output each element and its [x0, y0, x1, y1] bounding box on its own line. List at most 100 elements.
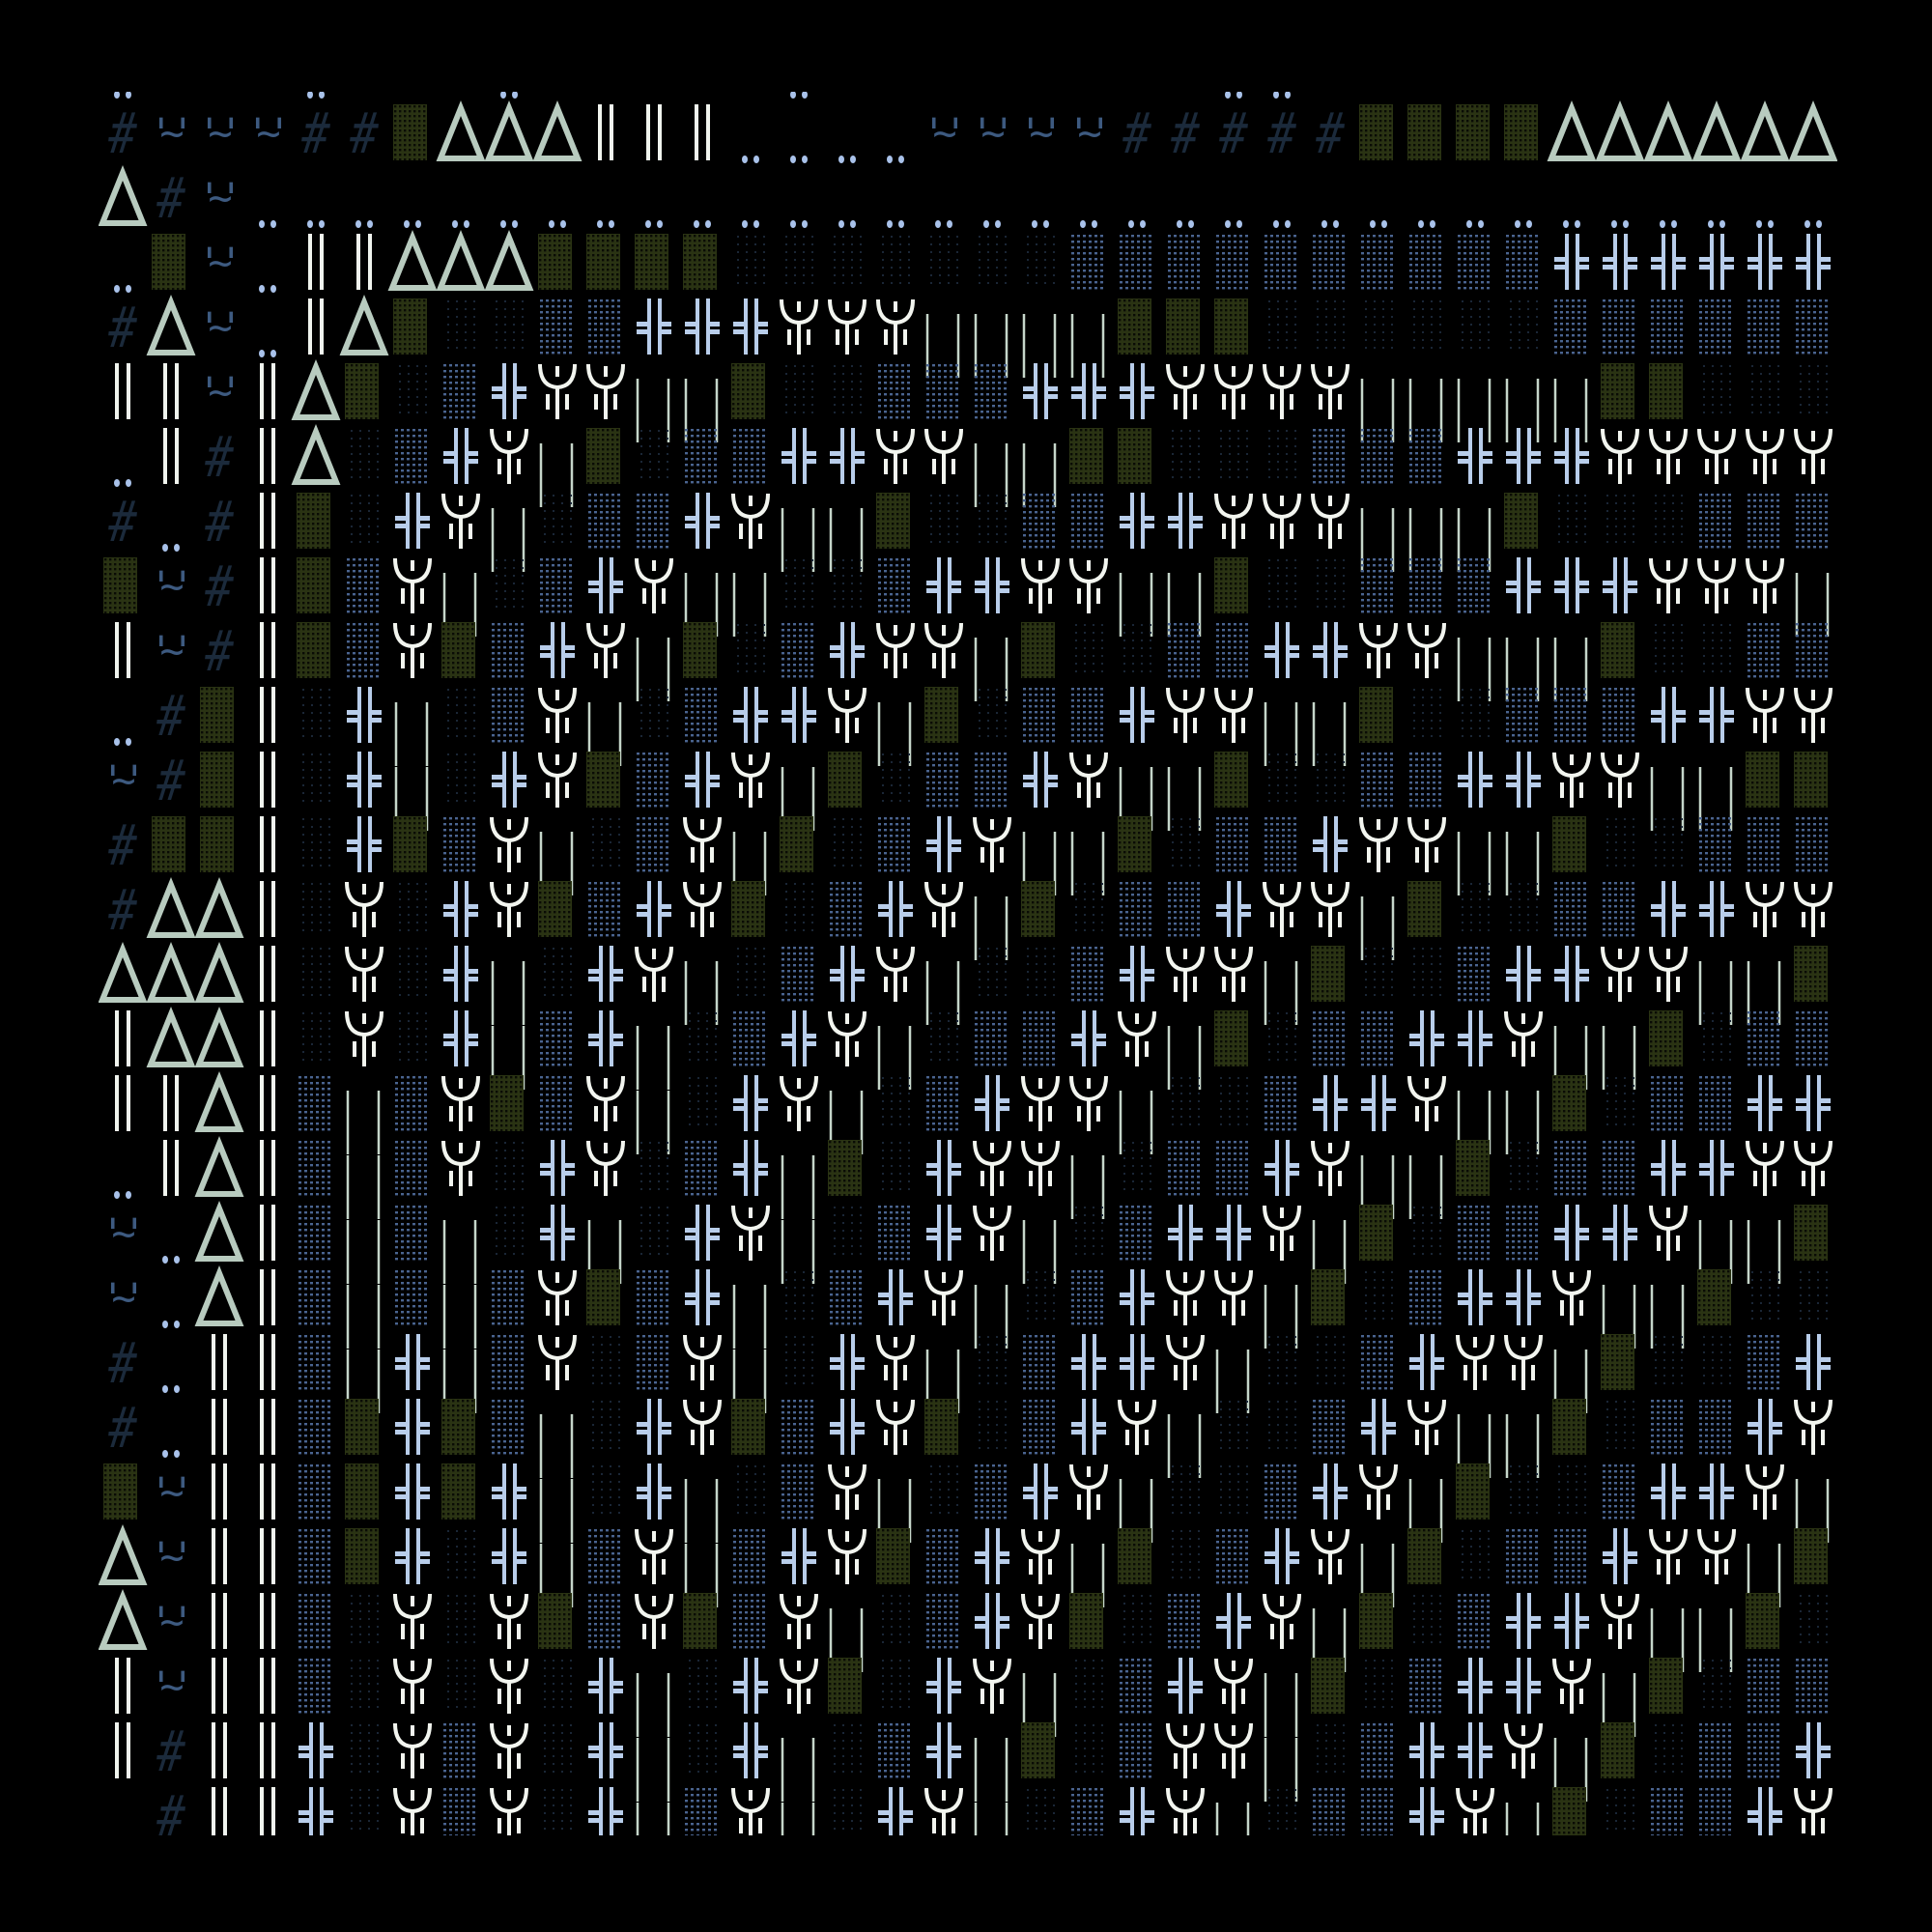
psi-glyph: [1161, 1269, 1209, 1334]
double-cross-glyph: [1692, 1463, 1741, 1528]
medium-shade-glyph: [1354, 1010, 1403, 1075]
light-shade-glyph: [1113, 1140, 1161, 1205]
double-dot-glyph: [292, 92, 340, 104]
double-cross-glyph: [1548, 428, 1596, 493]
medium-shade-glyph: [1692, 1075, 1741, 1140]
double-cross-glyph: [1016, 752, 1065, 816]
psi-glyph: [1644, 557, 1692, 622]
light-shade-glyph: [1499, 1463, 1548, 1528]
light-shade-glyph: [1258, 1399, 1306, 1463]
double-bar-glyph: [243, 752, 292, 816]
double-cross-glyph: [1548, 1205, 1596, 1269]
thin-bars-glyph: [630, 1010, 678, 1090]
double-bar-glyph: [243, 1593, 292, 1658]
dense-shade-glyph: [533, 1593, 582, 1658]
thin-bars-glyph: [1692, 1205, 1741, 1284]
double-cross-glyph: [1499, 946, 1548, 1010]
light-shade-glyph: [1209, 1399, 1258, 1463]
delta-glyph: [532, 99, 582, 169]
glyph-row: '~' #: [99, 554, 1837, 637]
double-cross-glyph: [1451, 1658, 1499, 1722]
medium-shade-glyph: [1451, 1205, 1499, 1269]
light-shade-glyph: [871, 1075, 920, 1140]
medium-shade-glyph: [775, 1463, 823, 1528]
medium-shade-glyph: [1692, 1787, 1741, 1835]
light-shade-glyph: [1161, 816, 1209, 881]
dense-shade-glyph: [823, 1140, 871, 1205]
psi-glyph: [582, 622, 630, 687]
double-bar-glyph: [243, 1010, 292, 1075]
medium-shade-glyph: [292, 1593, 340, 1658]
thin-bars-glyph: [1016, 428, 1065, 507]
double-cross-glyph: [340, 816, 388, 881]
light-shade-glyph: [340, 1787, 388, 1835]
double-bar-glyph: [99, 1075, 147, 1140]
double-cross-glyph: [823, 1334, 871, 1399]
double-cross-glyph: [1451, 1269, 1499, 1334]
double-cross-glyph: [823, 1399, 871, 1463]
psi-glyph: [485, 428, 533, 493]
double-cross-glyph: [1499, 752, 1548, 816]
double-cross-glyph: [1548, 1593, 1596, 1658]
medium-shade-glyph: [1306, 234, 1354, 298]
double-dot-glyph: [437, 169, 485, 234]
double-cross-glyph: [582, 1658, 630, 1722]
psi-glyph: [823, 1528, 871, 1593]
double-cross-glyph: [630, 298, 678, 363]
thin-bars-glyph: [485, 493, 533, 572]
thin-bars-glyph: [1596, 1269, 1644, 1349]
psi-glyph: [1499, 1334, 1548, 1399]
light-shade-glyph: [775, 363, 823, 428]
light-shade-glyph: [1354, 946, 1403, 1010]
medium-shade-glyph: [920, 752, 968, 816]
psi-glyph: [1644, 428, 1692, 493]
psi-glyph: [1306, 493, 1354, 557]
psi-glyph: [582, 1140, 630, 1205]
medium-shade-glyph: [630, 1334, 678, 1399]
quote-tilde-glyph: '~': [149, 109, 195, 156]
medium-shade-glyph: [582, 298, 630, 363]
double-cross-glyph: [582, 946, 630, 1010]
light-shade-glyph: [1113, 1593, 1161, 1658]
light-shade-glyph: [1161, 1528, 1209, 1593]
medium-shade-glyph: [1016, 1399, 1065, 1463]
quote-tilde-glyph: '~': [100, 756, 147, 804]
medium-shade-glyph: [1789, 816, 1837, 881]
double-bar-glyph: [292, 298, 340, 363]
dense-shade-glyph: [871, 493, 920, 557]
dense-shade-glyph: [1741, 752, 1789, 816]
double-dot-glyph: [823, 169, 871, 234]
psi-glyph: [920, 622, 968, 687]
psi-glyph: [823, 1463, 871, 1528]
medium-shade-glyph: [968, 1463, 1016, 1528]
thin-bars-glyph: [1065, 816, 1113, 895]
psi-glyph: [1209, 493, 1258, 557]
thin-bars-glyph: [1403, 1463, 1451, 1543]
medium-shade-glyph: [1306, 1399, 1354, 1463]
thin-bars-glyph: [775, 752, 823, 831]
psi-glyph: [485, 881, 533, 946]
dense-shade-glyph: [726, 363, 775, 428]
double-bar-glyph: [582, 104, 630, 169]
thin-bars-glyph: [775, 1722, 823, 1802]
medium-shade-glyph: [1209, 234, 1258, 298]
dense-shade-glyph: [1209, 557, 1258, 622]
double-cross-glyph: [726, 1140, 775, 1205]
psi-glyph: [1692, 1528, 1741, 1593]
double-bar-glyph: [147, 428, 195, 493]
psi-glyph: [1113, 1010, 1161, 1075]
medium-shade-glyph: [920, 1593, 968, 1658]
hash-glyph: #: [105, 295, 140, 360]
thin-bars-glyph: [1499, 622, 1548, 701]
medium-shade-glyph: [1741, 1334, 1789, 1399]
medium-shade-glyph: [1306, 428, 1354, 493]
medium-shade-glyph: [1741, 622, 1789, 687]
light-shade-glyph: [1741, 363, 1789, 428]
medium-shade-glyph: [1016, 687, 1065, 752]
double-dot-glyph: [147, 1334, 195, 1399]
double-cross-glyph: [1016, 1463, 1065, 1528]
thin-bars-glyph: [1354, 363, 1403, 442]
light-shade-glyph: [726, 234, 775, 298]
medium-shade-glyph: [437, 363, 485, 428]
psi-glyph: [630, 946, 678, 1010]
